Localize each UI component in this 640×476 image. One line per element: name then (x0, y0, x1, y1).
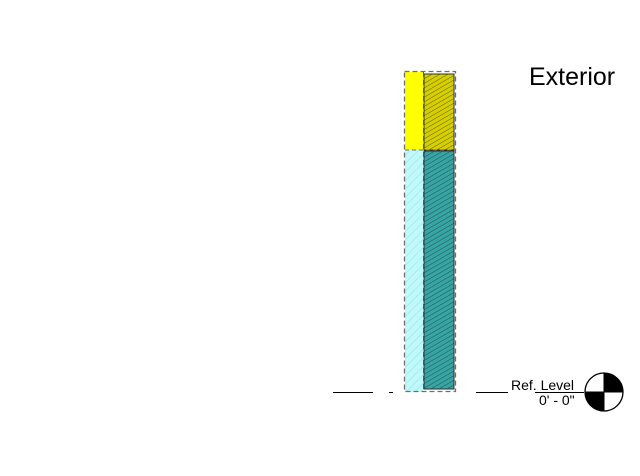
core-layer-lower (424, 151, 454, 389)
core-layer-upper (424, 74, 454, 150)
level-elevation-label: 0' - 0" (539, 392, 575, 408)
core-boundary-lower (423, 150, 455, 390)
finish-layer-yellow (405, 72, 423, 150)
wall-outline-dashed (403, 70, 457, 393)
level-head-target-icon (584, 372, 624, 412)
exterior-side-label: Exterior (529, 63, 616, 91)
level-name-label: Ref. Level (511, 377, 575, 393)
finish-layer-cyan-hatch (405, 150, 423, 392)
